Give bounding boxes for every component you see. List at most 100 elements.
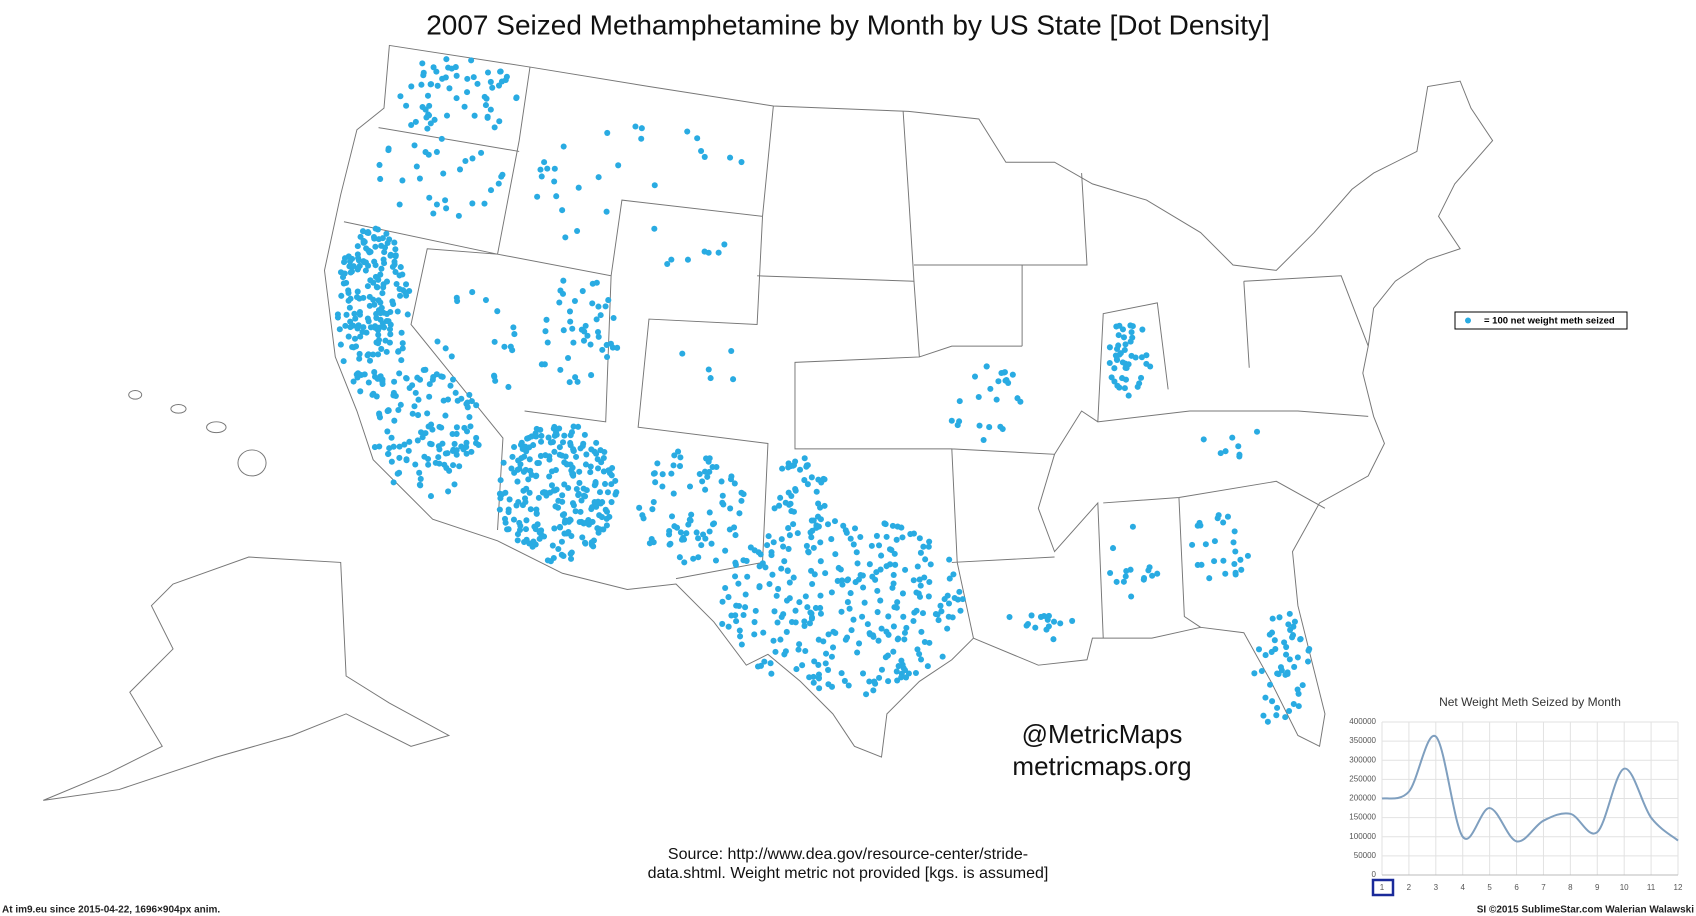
meth-dot xyxy=(1001,369,1008,376)
meth-dot xyxy=(910,577,917,584)
footer-left: At im9.eu since 2015-04-22, 1696×904px a… xyxy=(2,905,220,916)
meth-dot xyxy=(817,516,824,523)
meth-dot xyxy=(416,469,423,476)
meth-dot xyxy=(719,598,726,605)
meth-dot xyxy=(537,166,544,173)
meth-dot xyxy=(1113,578,1120,585)
meth-dot xyxy=(848,627,855,634)
meth-dot xyxy=(767,660,774,667)
meth-dot xyxy=(701,153,708,160)
meth-dot xyxy=(875,637,882,644)
meth-dot xyxy=(436,423,443,430)
meth-dot xyxy=(954,422,961,429)
meth-dot xyxy=(538,361,545,368)
meth-dot xyxy=(1255,646,1263,653)
meth-dot xyxy=(538,173,545,180)
meth-dot xyxy=(598,514,606,521)
meth-dot xyxy=(1113,323,1120,330)
meth-dot xyxy=(375,331,382,338)
meth-dot xyxy=(1276,614,1283,621)
meth-dot xyxy=(412,389,419,396)
meth-dot xyxy=(538,438,545,445)
meth-dot xyxy=(426,393,433,400)
meth-dot xyxy=(582,519,590,526)
meth-dot xyxy=(532,526,539,533)
meth-dot xyxy=(868,542,875,549)
meth-dot xyxy=(1009,371,1016,378)
meth-dot xyxy=(456,166,464,173)
meth-dot xyxy=(561,511,568,518)
meth-dot xyxy=(365,262,372,269)
meth-dot xyxy=(695,535,702,542)
meth-dot xyxy=(559,498,566,505)
meth-dot xyxy=(483,95,490,102)
meth-dot xyxy=(377,310,384,317)
meth-dot xyxy=(579,288,586,295)
meth-dot xyxy=(1149,572,1156,579)
meth-dot xyxy=(1050,618,1058,625)
meth-dot xyxy=(469,155,476,162)
meth-dot xyxy=(666,531,673,538)
meth-dot xyxy=(1306,646,1313,653)
meth-dot xyxy=(386,339,393,346)
meth-dot xyxy=(396,201,403,208)
meth-dot xyxy=(474,80,481,87)
meth-dot xyxy=(756,583,763,590)
meth-dot xyxy=(650,499,657,506)
meth-dot xyxy=(563,460,570,468)
meth-dot xyxy=(722,585,729,592)
meth-dot xyxy=(430,373,437,380)
meth-dot xyxy=(681,559,688,566)
meth-dot xyxy=(1132,354,1139,361)
meth-dot xyxy=(894,599,901,606)
meth-dot xyxy=(946,556,953,563)
meth-dot xyxy=(817,592,824,599)
meth-dot xyxy=(742,591,749,598)
meth-dot xyxy=(350,378,357,385)
meth-dot xyxy=(415,396,422,403)
meth-dot xyxy=(1268,629,1276,636)
meth-dot xyxy=(354,266,361,273)
meth-dot xyxy=(386,326,394,333)
meth-dot xyxy=(1273,712,1280,719)
meth-dot xyxy=(542,452,549,459)
meth-dot xyxy=(470,74,477,81)
meth-dot xyxy=(802,647,809,655)
meth-dot xyxy=(808,615,815,622)
meth-dot xyxy=(428,421,435,428)
meth-dot xyxy=(369,391,376,398)
meth-dot xyxy=(801,618,808,625)
meth-dot xyxy=(577,508,584,515)
meth-dot xyxy=(521,539,528,546)
meth-dot xyxy=(807,609,814,616)
meth-dot xyxy=(766,581,773,588)
meth-dot xyxy=(590,543,597,550)
meth-dot xyxy=(786,501,793,508)
meth-dot xyxy=(815,476,822,483)
meth-dot xyxy=(917,582,924,589)
meth-dot xyxy=(366,302,373,309)
meth-dot xyxy=(375,297,382,304)
meth-dot xyxy=(939,653,946,660)
meth-dot xyxy=(433,148,440,155)
meth-dot xyxy=(551,178,558,185)
meth-dot xyxy=(731,480,738,487)
meth-dot xyxy=(885,678,892,685)
meth-dot xyxy=(910,617,917,625)
meth-dot xyxy=(808,534,815,541)
meth-dot xyxy=(388,458,395,465)
meth-dot xyxy=(788,618,795,626)
meth-dot xyxy=(1107,569,1114,577)
meth-dot xyxy=(765,533,772,540)
meth-dot xyxy=(976,422,983,429)
meth-dot xyxy=(520,468,527,475)
meth-dot xyxy=(496,506,503,513)
meth-dot xyxy=(580,337,588,344)
meth-dot xyxy=(354,251,361,258)
meth-dot xyxy=(570,502,577,509)
meth-dot xyxy=(736,627,743,634)
meth-dot xyxy=(375,327,382,334)
meth-dot xyxy=(1283,644,1290,651)
meth-dot xyxy=(387,308,394,316)
meth-dot xyxy=(560,143,567,150)
